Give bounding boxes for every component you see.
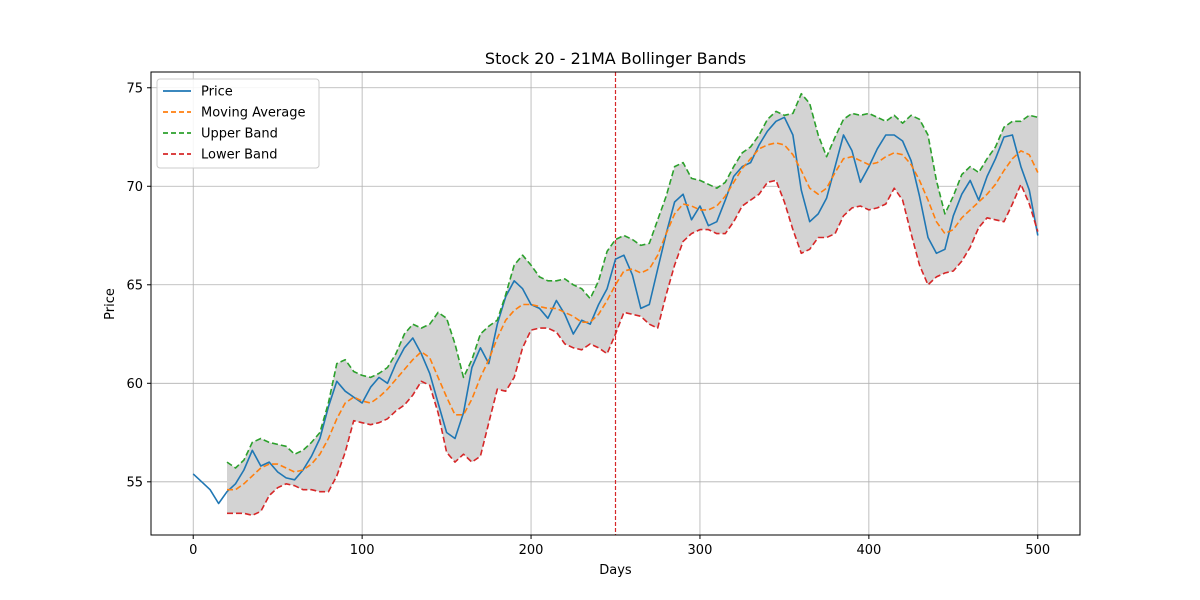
- legend-label: Upper Band: [201, 127, 278, 142]
- series-line-moving-average: [227, 142, 1039, 491]
- legend-label: Moving Average: [201, 106, 305, 121]
- y-tick-label: 55: [126, 475, 143, 490]
- x-axis-title: Days: [599, 563, 632, 578]
- y-axis-title: Price: [103, 288, 118, 320]
- legend-label: Price: [201, 85, 233, 100]
- x-tick-label: 100: [350, 543, 375, 558]
- plot-frame: [150, 71, 1081, 536]
- bollinger-band-area: [227, 93, 1038, 516]
- legend-label: Lower Band: [201, 148, 277, 163]
- y-tick-label: 75: [126, 81, 143, 96]
- x-tick-label: 200: [519, 543, 544, 558]
- series-line-upper-band: [226, 92, 1038, 469]
- series-line-price: [192, 116, 1039, 505]
- x-tick-label: 300: [688, 543, 713, 558]
- chart-title: Stock 20 - 21MA Bollinger Bands: [485, 49, 746, 68]
- axis-ticks: 0 100 200 300 400 500 55 60 65 70 75: [126, 81, 1050, 558]
- series-lines: [192, 92, 1039, 517]
- y-tick-label: 60: [126, 377, 143, 392]
- series-line-lower-band: [227, 179, 1039, 517]
- x-tick-label: 500: [1025, 543, 1050, 558]
- legend: Price Moving Average Upper Band Lower Band: [156, 78, 320, 169]
- x-tick-label: 400: [856, 543, 881, 558]
- band-fill: [227, 93, 1038, 516]
- y-tick-label: 65: [126, 278, 143, 293]
- x-tick-label: 0: [189, 543, 197, 558]
- y-tick-label: 70: [126, 180, 143, 195]
- legend-box: [156, 78, 320, 169]
